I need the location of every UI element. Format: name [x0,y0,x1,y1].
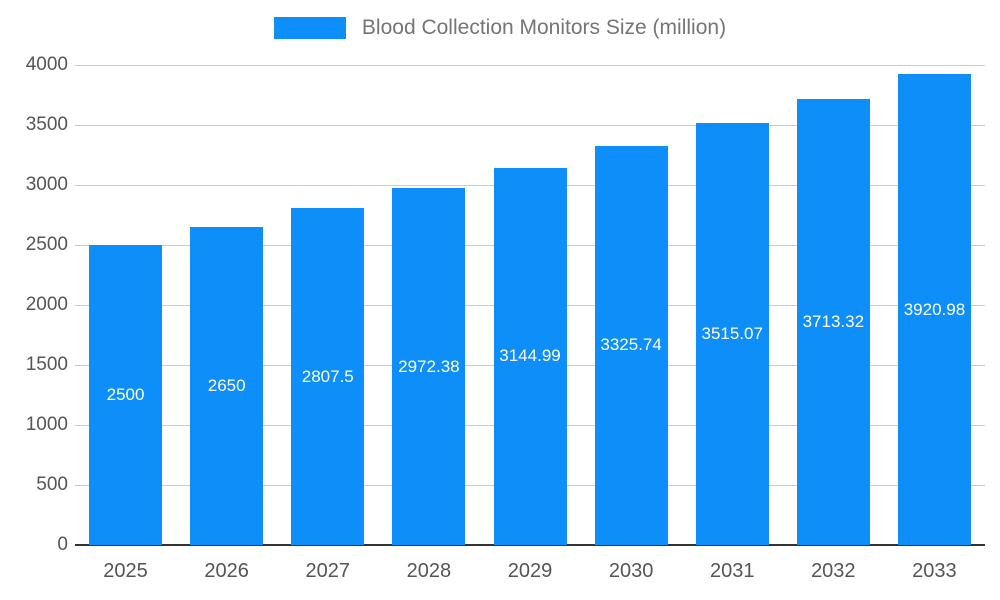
bar: 2807.5 [291,208,365,545]
bar-value-label: 3713.32 [802,312,865,332]
y-tick-label: 1000 [25,414,68,435]
bar-value-label: 3515.07 [701,324,763,344]
bar-value-label: 3144.99 [499,346,561,366]
bar: 3515.07 [695,123,769,545]
y-tick-label: 3000 [25,174,68,195]
x-tick-label: 2031 [709,560,755,582]
bar-value-label: 3920.98 [903,299,966,319]
y-tick-label: 0 [57,534,68,555]
y-tick-label: 1500 [25,354,68,375]
bar: 3325.74 [594,145,668,545]
bar: 3144.99 [493,167,567,545]
plot-area: 2500 2650 2807.5 2972.38 3144.99 3325.74 3515.… [75,65,985,546]
bar-value-label: 2807.5 [301,366,354,386]
y-tick-label: 500 [36,474,68,495]
bar: 2650 [190,227,264,545]
bar: 2500 [89,245,163,545]
gridline [75,65,985,66]
x-tick-label: 2026 [204,560,249,582]
bar-value-label: 3325.74 [600,335,662,355]
x-tick-label: 2028 [406,560,452,582]
x-tick-label: 2027 [305,560,351,582]
legend-label: Blood Collection Monitors Size (million) [361,16,727,39]
bar-value-label: 2972.38 [398,356,460,376]
y-tick-label: 3500 [25,114,68,135]
y-tick-label: 2500 [25,234,68,255]
x-tick-label: 2030 [608,560,654,582]
x-tick-label: 2025 [103,560,148,582]
bar-value-label: 2650 [207,376,246,395]
chart-legend: Blood Collection Monitors Size (million) [0,16,1000,40]
x-tick-label: 2033 [912,560,957,582]
zero-axis-line [75,544,985,546]
y-tick-label: 2000 [25,294,68,315]
gridline [75,125,985,126]
y-tick-label: 4000 [25,54,68,75]
x-tick-label: 2032 [811,560,856,582]
x-tick-label: 2029 [507,560,553,582]
bar: 3713.32 [796,99,870,545]
bar-value-label: 2500 [106,385,145,404]
bar: 3920.98 [897,74,971,545]
bar: 2972.38 [392,188,466,545]
legend-swatch [273,17,346,39]
